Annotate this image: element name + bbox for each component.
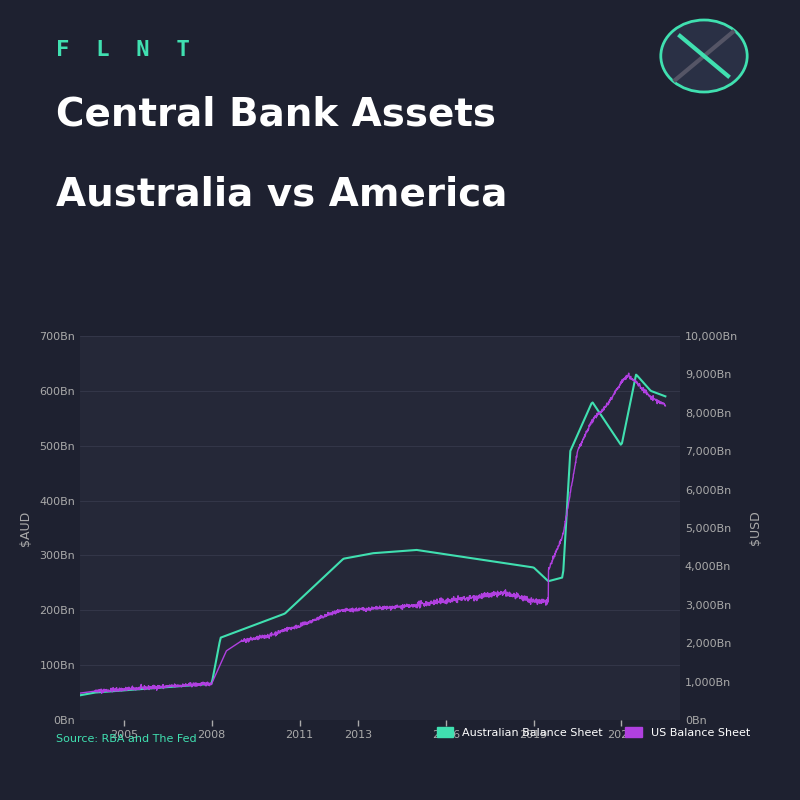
Y-axis label: $USD: $USD xyxy=(750,510,762,546)
Y-axis label: $AUD: $AUD xyxy=(19,510,32,546)
Text: F  L  N  T: F L N T xyxy=(56,40,190,60)
Circle shape xyxy=(661,20,747,92)
Text: Source: RBA and The Fed: Source: RBA and The Fed xyxy=(56,734,197,744)
Text: Australia vs America: Australia vs America xyxy=(56,176,507,214)
Legend: Australian Balance Sheet, US Balance Sheet: Australian Balance Sheet, US Balance She… xyxy=(432,722,754,742)
Text: Central Bank Assets: Central Bank Assets xyxy=(56,96,496,134)
